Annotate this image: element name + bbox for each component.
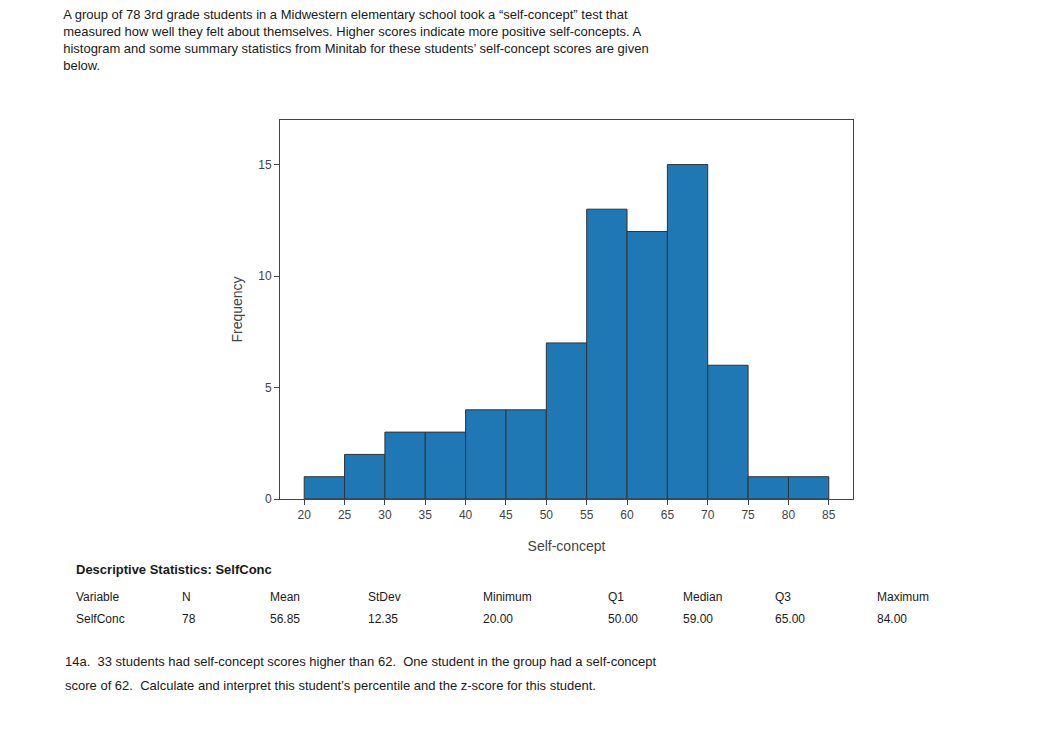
- svg-text:50: 50: [540, 508, 554, 522]
- svg-text:15: 15: [258, 158, 272, 172]
- svg-text:84.00: 84.00: [877, 612, 907, 626]
- svg-text:70: 70: [701, 508, 715, 522]
- svg-text:20: 20: [298, 508, 312, 522]
- svg-text:StDev: StDev: [368, 590, 401, 604]
- svg-text:score of 62. Calculate and in: score of 62. Calculate and interpret thi…: [65, 678, 596, 693]
- svg-text:Descriptive Statistics: SelfCo: Descriptive Statistics: SelfConc: [76, 562, 272, 577]
- svg-text:30: 30: [378, 508, 392, 522]
- svg-text:65: 65: [661, 508, 675, 522]
- svg-text:78: 78: [182, 612, 196, 626]
- svg-text:20.00: 20.00: [483, 612, 513, 626]
- svg-text:55: 55: [580, 508, 594, 522]
- svg-text:Q3: Q3: [775, 590, 791, 604]
- svg-text:Mean: Mean: [270, 590, 300, 604]
- svg-text:40: 40: [459, 508, 473, 522]
- svg-text:56.85: 56.85: [270, 612, 300, 626]
- svg-text:A group of 78 3rd grade studen: A group of 78 3rd grade students in a Mi…: [63, 7, 648, 73]
- svg-text:14a. 33 students had self-con: 14a. 33 students had self-concept scores…: [65, 654, 657, 669]
- svg-text:Minimum: Minimum: [483, 590, 532, 604]
- svg-text:35: 35: [419, 508, 433, 522]
- svg-text:5: 5: [265, 381, 272, 395]
- svg-text:80: 80: [782, 508, 796, 522]
- svg-text:75: 75: [741, 508, 755, 522]
- svg-text:Frequency: Frequency: [229, 276, 245, 342]
- svg-text:Maximum: Maximum: [877, 590, 929, 604]
- svg-text:SelfConc: SelfConc: [76, 612, 125, 626]
- svg-text:25: 25: [338, 508, 352, 522]
- svg-text:10: 10: [258, 269, 272, 283]
- svg-text:Q1: Q1: [608, 590, 624, 604]
- svg-text:Variable: Variable: [76, 590, 119, 604]
- svg-text:N: N: [182, 590, 191, 604]
- svg-text:65.00: 65.00: [775, 612, 805, 626]
- svg-text:Self-concept: Self-concept: [528, 538, 606, 554]
- svg-text:12.35: 12.35: [368, 612, 398, 626]
- svg-text:Median: Median: [683, 590, 722, 604]
- svg-text:0: 0: [265, 492, 272, 506]
- svg-text:50.00: 50.00: [608, 612, 638, 626]
- svg-text:85: 85: [822, 508, 836, 522]
- svg-text:59.00: 59.00: [683, 612, 713, 626]
- svg-text:60: 60: [620, 508, 634, 522]
- svg-text:45: 45: [499, 508, 513, 522]
